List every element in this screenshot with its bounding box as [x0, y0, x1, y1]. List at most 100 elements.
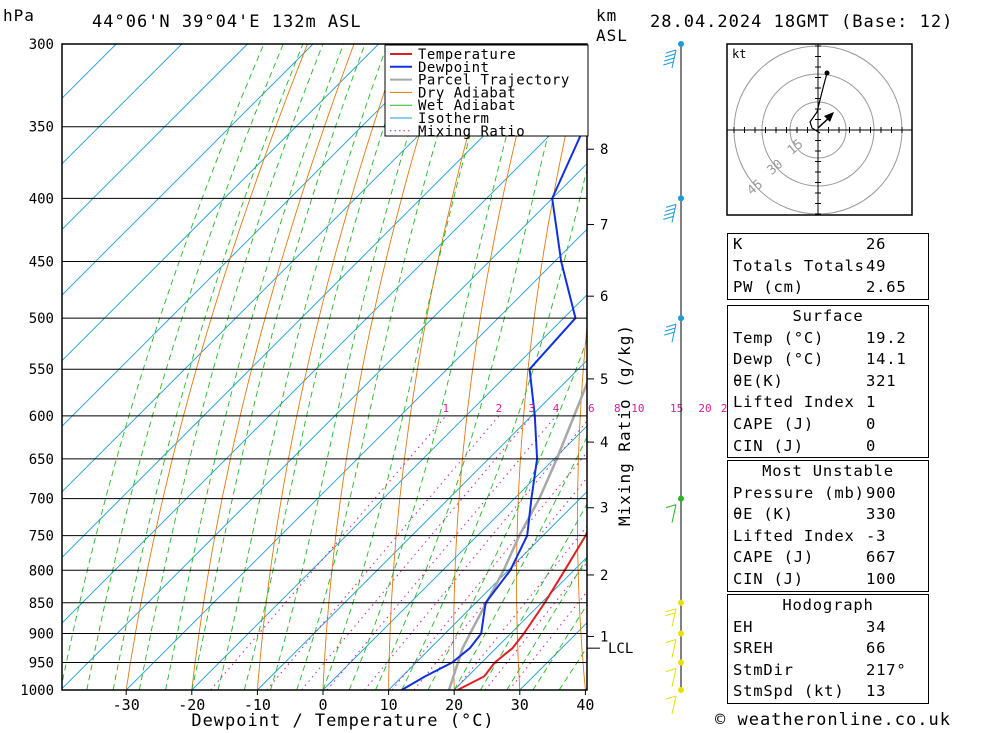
wet-adiabat-line — [348, 44, 532, 690]
hodograph-trace — [809, 72, 828, 134]
wind-barb-flag — [664, 331, 675, 336]
sreh-label: SREH — [733, 639, 774, 658]
wind-barb-staff — [671, 695, 677, 715]
pressure-tick-label: 450 — [29, 255, 54, 271]
wind-barb-staff — [671, 323, 677, 343]
wind-barb-staff — [671, 608, 677, 627]
isotherm-line — [62, 44, 445, 427]
surface-temp-value: 19.2 — [866, 328, 907, 347]
surface-dewp-value: 14.1 — [866, 350, 907, 369]
mixing-ratio-tick-label: 3 — [529, 402, 536, 415]
surface-dewp-label: Dewp (°C) — [733, 350, 825, 369]
lcl-label: LCL — [608, 641, 633, 657]
pressure-tick-label: 750 — [29, 529, 54, 545]
legend-label: Parcel Trajectory — [418, 73, 570, 89]
surface-temp-label: Temp (°C) — [733, 328, 825, 347]
dry-adiabat-line — [636, 44, 679, 690]
x-tick-label: -20 — [178, 696, 205, 714]
pressure-tick-label: 700 — [29, 492, 54, 508]
x-tick-label: 10 — [380, 696, 398, 714]
height-unit-label: km — [596, 6, 618, 25]
mixing-ratio-line — [326, 415, 557, 690]
surface-li-value: 1 — [866, 393, 877, 412]
surface-table: Surface Temp (°C) 19.2 Dewp (°C) 14.1 θE(K… — [727, 305, 929, 459]
legend-label: Dry Adiabat — [418, 85, 516, 101]
mu-theta-label: θE (K) — [733, 505, 794, 524]
wind-barb-flag — [665, 504, 677, 509]
wet-adiabat-line — [191, 44, 366, 690]
totals-label: Totals Totals — [733, 256, 865, 275]
wind-barb-flag — [664, 57, 675, 62]
mixing-ratio-axis-label: Mixing Ratio (g/kg) — [615, 324, 634, 526]
most-unstable-title: Most Unstable — [762, 462, 894, 480]
stmspd-label: StmSpd (kt) — [733, 682, 845, 701]
wind-barb-staff — [671, 204, 677, 223]
wind-level-dot — [678, 41, 684, 47]
mixing-ratio-line — [210, 415, 447, 690]
mixing-ratio-tick-label: 8 — [614, 402, 621, 415]
eh-label: EH — [733, 617, 754, 636]
pressure-tick-label: 550 — [29, 362, 54, 378]
pressure-tick-label: 950 — [29, 655, 54, 671]
wind-barb-flag — [663, 215, 674, 220]
wet-adiabat-line — [217, 44, 388, 690]
mixing-ratio-line — [266, 415, 500, 690]
wind-barb-flag — [665, 203, 677, 208]
height-tick-label: 1 — [600, 629, 608, 645]
wind-barb-staff — [671, 639, 677, 658]
pressure-tick-label: 300 — [29, 37, 54, 53]
hodograph-endpoint — [824, 70, 830, 76]
wet-adiabat-line — [86, 44, 284, 690]
surface-cin-label: CIN (J) — [733, 436, 804, 455]
wind-barb-staff — [671, 668, 677, 687]
wind-barb-staff — [671, 49, 677, 69]
pw-label: PW (cm) — [733, 278, 804, 297]
surface-cape-value: 0 — [866, 414, 877, 433]
wind-barb-column — [663, 41, 684, 715]
isotherm-line — [125, 228, 587, 690]
wind-level-dot — [678, 599, 684, 606]
hodograph-table: Hodograph EH 34 SREH 66 StmDir 217° StmSpd … — [727, 594, 929, 704]
indices-table: K 26 Totals Totals 49 PW (cm) 2.65 — [727, 233, 929, 300]
wet-adiabat-line — [427, 338, 587, 690]
stmdir-label: StmDir — [733, 660, 794, 679]
isotherm-line — [62, 97, 587, 624]
wet-adiabat-line — [165, 44, 345, 690]
copyright-label: © weatheronline.co.uk — [715, 710, 951, 730]
dry-adiabat-line — [125, 44, 308, 690]
pressure-tick-label: 650 — [29, 452, 54, 468]
mixing-ratio-line — [413, 477, 587, 690]
x-tick-label: -30 — [113, 696, 140, 714]
wind-barb-flag — [664, 327, 676, 332]
isotherm-line — [62, 44, 511, 493]
height-tick-label: 3 — [600, 501, 608, 517]
parcel-trajectory-line — [447, 379, 587, 690]
wet-adiabat-line — [62, 44, 265, 686]
mixing-ratio-tick-label: 4 — [553, 402, 560, 415]
totals-value: 49 — [866, 256, 887, 275]
surface-title: Surface — [792, 307, 864, 325]
pressure-tick-label: 900 — [29, 626, 54, 642]
mixing-ratio-tick-label: 20 — [698, 402, 711, 415]
mu-theta-value: 330 — [866, 505, 897, 524]
wet-adiabat-line — [401, 167, 587, 690]
height-tick-label: 2 — [600, 568, 608, 584]
mixing-ratio-tick-label: 1 — [443, 402, 450, 415]
isotherm-line — [62, 44, 576, 559]
height-tick-label: 7 — [600, 218, 608, 234]
eh-value: 34 — [866, 617, 887, 636]
isotherm-line — [62, 44, 379, 362]
location-title: 44°06'N 39°04'E 132m ASL — [92, 12, 362, 32]
temperature-line — [457, 530, 587, 690]
mu-pressure-label: Pressure (mb) — [733, 483, 865, 502]
wet-adiabat-line — [270, 44, 438, 690]
wind-barb-flag — [664, 207, 676, 212]
stmdir-value: 217° — [866, 660, 907, 679]
height-tick-label: 8 — [600, 142, 608, 158]
legend-label: Isotherm — [418, 111, 489, 127]
stmspd-value: 13 — [866, 682, 887, 701]
wind-barb-flag — [663, 61, 674, 66]
pressure-tick-label: 1000 — [20, 683, 54, 699]
wind-barb-flag — [665, 695, 677, 700]
